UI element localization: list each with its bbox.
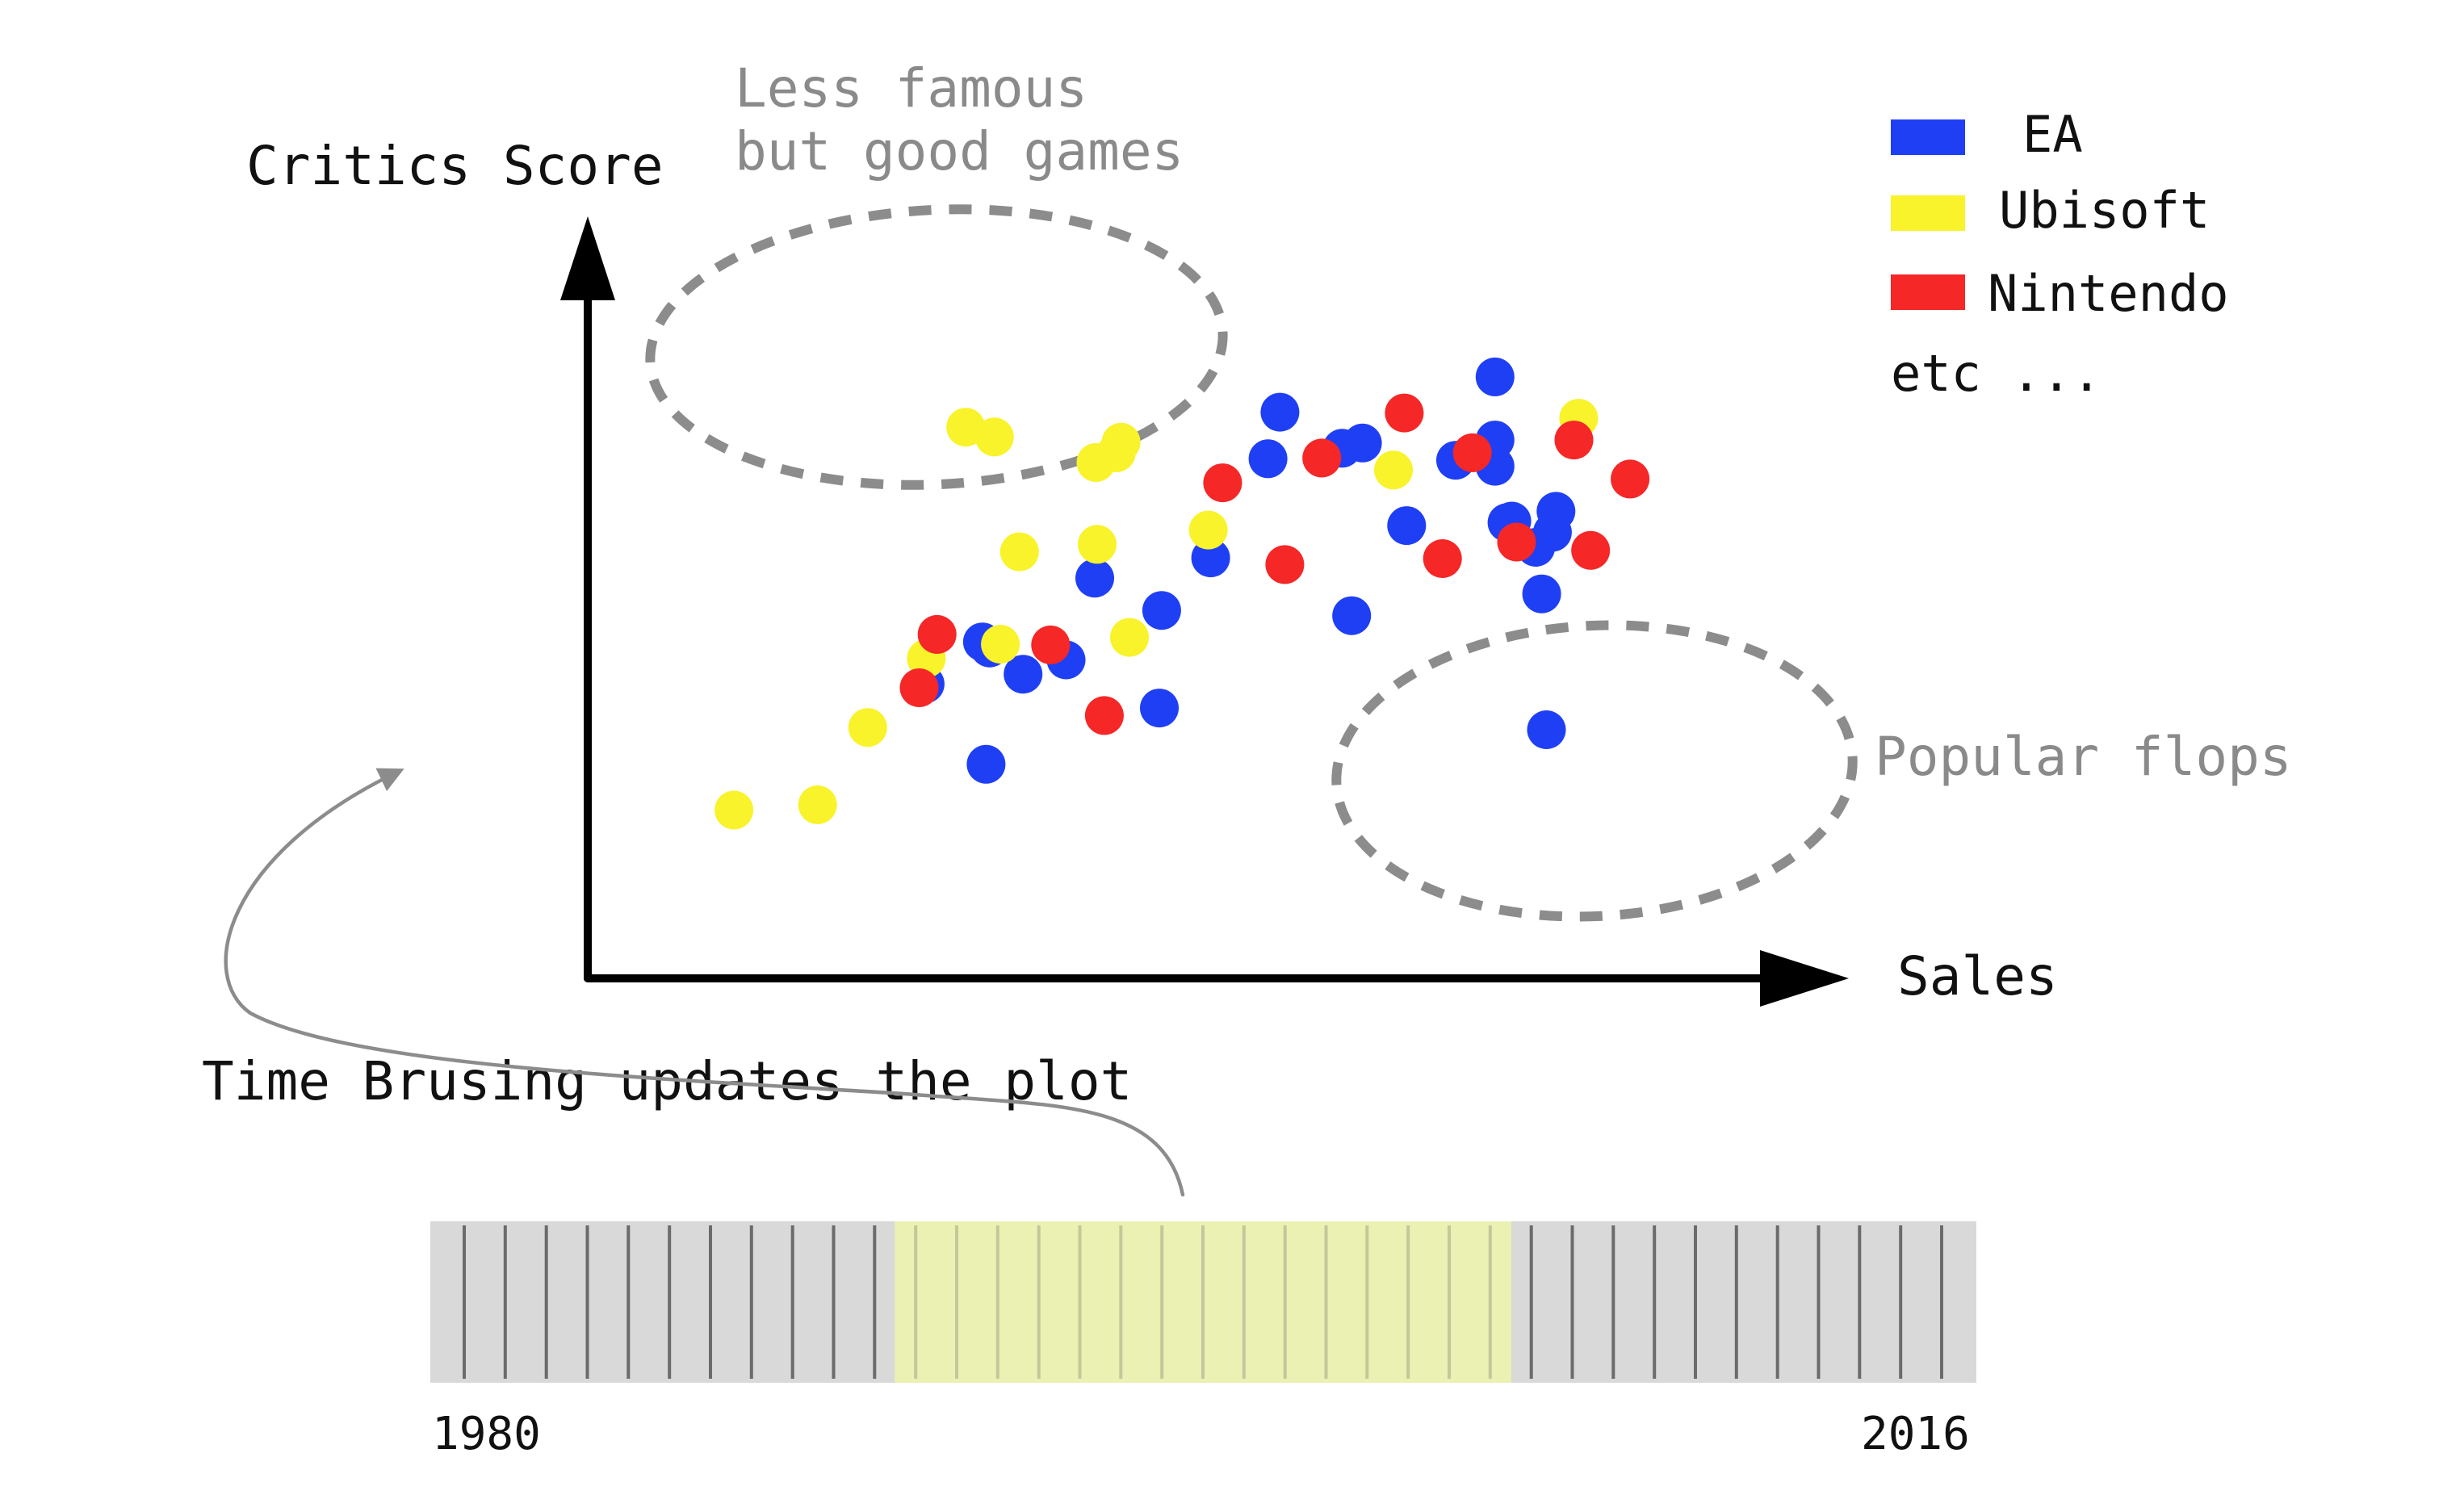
legend-label-nintendo: Nintendo	[1988, 264, 2229, 323]
x-axis-label: Sales	[1897, 945, 2058, 1007]
y-axis-label: Critics Score	[246, 135, 664, 197]
legend-swatch-ea	[1891, 119, 1965, 155]
point-ea-15	[1387, 506, 1427, 546]
point-ea-26	[1532, 513, 1572, 552]
less-famous-annotation-line1: Less famous	[735, 57, 1087, 119]
popular-flops-annotation: Popular flops	[1875, 726, 2292, 788]
legend-label-ea: EA	[2022, 105, 2083, 164]
point-ea-10	[1260, 392, 1300, 432]
timeline-slider[interactable]	[430, 1221, 1976, 1383]
point-ea-13	[1332, 596, 1372, 635]
point-nintendo-11	[1554, 421, 1594, 460]
point-ea-24	[1527, 710, 1566, 749]
point-ea-8	[1142, 591, 1181, 630]
less-famous-annotation-line2: but good games	[735, 120, 1184, 182]
point-ubisoft-14	[1374, 450, 1413, 490]
legend: EA Ubisoft Nintendo etc ...	[1891, 105, 2229, 403]
timeline-year-ticks	[463, 1225, 1943, 1379]
point-nintendo-13	[1571, 530, 1611, 570]
point-ea-9	[1191, 538, 1230, 578]
point-nintendo-5	[1265, 545, 1305, 584]
point-ubisoft-11	[1101, 422, 1141, 462]
point-nintendo-1	[917, 614, 957, 654]
legend-more: etc ...	[1891, 344, 2102, 403]
y-axis	[560, 216, 615, 982]
point-ubisoft-2	[848, 708, 887, 748]
point-nintendo-9	[1452, 433, 1492, 472]
point-nintendo-4	[1203, 463, 1242, 503]
legend-swatch-ubisoft	[1891, 195, 1965, 231]
less-famous-region	[645, 204, 1228, 490]
timeline-end-label: 2016	[1861, 1408, 1970, 1460]
point-ea-2	[966, 744, 1006, 784]
point-ea-18	[1475, 357, 1515, 396]
point-nintendo-3	[1084, 696, 1124, 735]
scatter-points	[714, 357, 1650, 830]
point-ea-4	[1004, 655, 1043, 694]
point-ubisoft-0	[714, 790, 754, 830]
point-ubisoft-13	[1188, 510, 1228, 550]
point-nintendo-2	[1031, 625, 1071, 664]
point-nintendo-6	[1302, 438, 1342, 478]
point-ubisoft-7	[999, 532, 1039, 572]
point-ubisoft-5	[974, 417, 1014, 457]
point-nintendo-12	[1611, 459, 1650, 499]
point-ea-11	[1248, 439, 1288, 479]
point-nintendo-0	[899, 668, 939, 707]
point-ea-6	[1075, 559, 1114, 598]
point-ea-23	[1522, 574, 1561, 613]
point-ubisoft-1	[798, 785, 837, 824]
point-ubisoft-6	[981, 625, 1020, 664]
legend-label-ubisoft: Ubisoft	[1999, 181, 2210, 240]
point-ea-7	[1140, 689, 1179, 728]
legend-swatch-nintendo	[1891, 274, 1965, 310]
x-axis	[584, 950, 1849, 1007]
timeline-start-label: 1980	[432, 1408, 541, 1460]
point-nintendo-7	[1385, 393, 1424, 433]
point-ubisoft-12	[1110, 618, 1149, 657]
point-nintendo-10	[1497, 522, 1536, 562]
time-brushing-arrow	[224, 768, 1185, 1197]
point-nintendo-8	[1423, 539, 1462, 578]
point-ea-14	[1343, 423, 1382, 463]
time-brushing-annotation: Time Brusing updates the plot	[202, 1050, 1132, 1112]
popular-flops-region	[1331, 620, 1858, 922]
point-ubisoft-8	[1078, 525, 1117, 564]
